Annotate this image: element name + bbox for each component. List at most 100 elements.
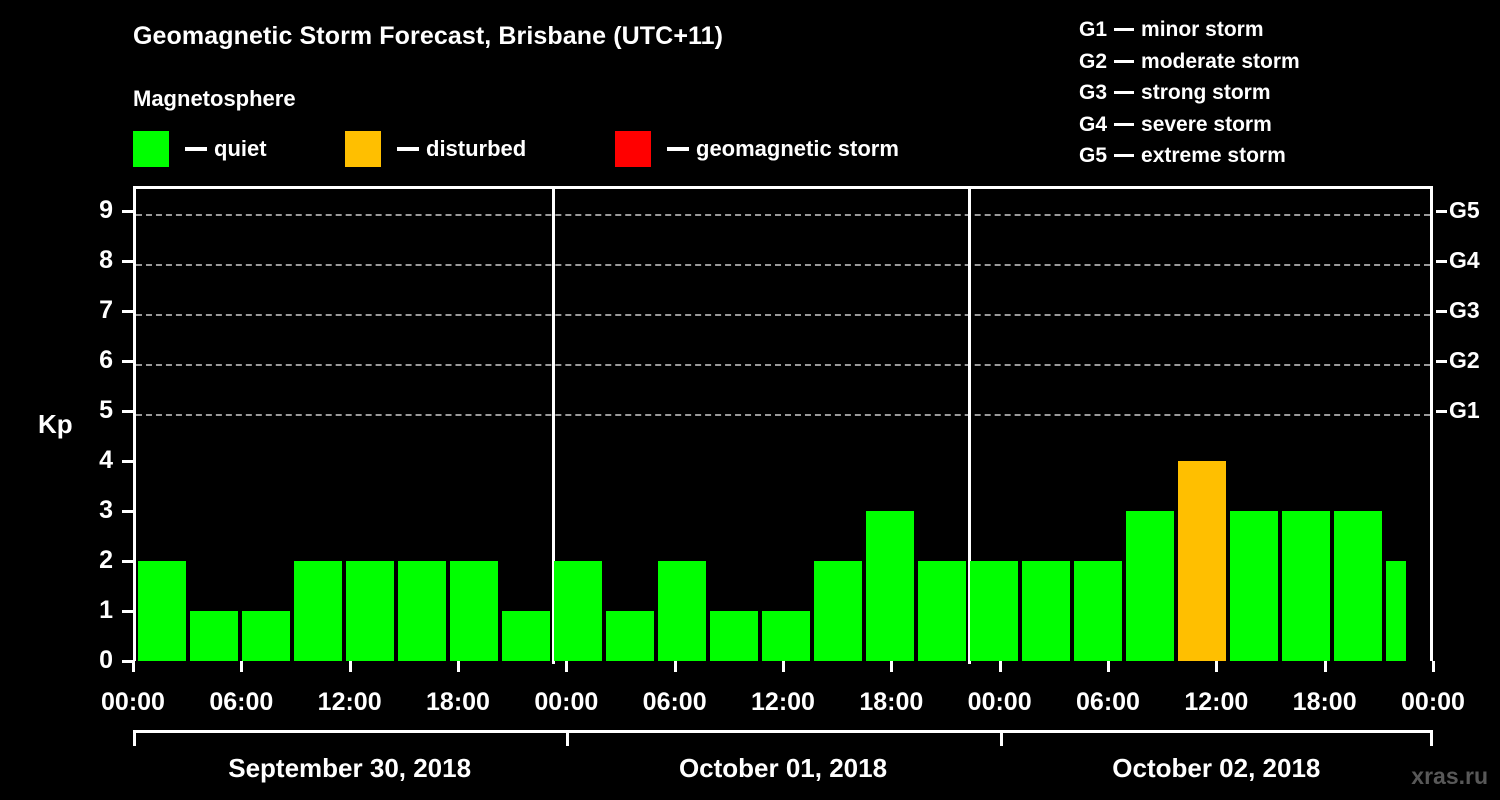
g-legend-description: severe storm (1141, 112, 1272, 136)
day-brackets (133, 730, 1433, 746)
y-tick-label-4: 4 (99, 446, 113, 474)
gridline-kp-9 (136, 214, 1430, 216)
bar (1126, 511, 1174, 661)
x-tick-label-2: 12:00 (317, 688, 382, 716)
bar (606, 611, 654, 661)
y-tick-label-7: 7 (99, 296, 113, 324)
bar (1178, 461, 1226, 661)
g-tick-mark-g3 (1436, 310, 1447, 313)
y-tick-mark-2 (122, 560, 133, 563)
bar (138, 561, 186, 661)
g-legend-dash-icon (1114, 59, 1135, 63)
g-tick-label-g1: G1 (1449, 397, 1480, 423)
gridline-kp-6 (136, 364, 1430, 366)
y-tick-mark-5 (122, 410, 133, 413)
g-legend-code: G5 (1079, 144, 1108, 168)
y-axis-title: Kp (38, 409, 73, 439)
x-tick-mark-3 (457, 661, 460, 672)
y-tick-mark-8 (122, 260, 133, 263)
x-tick-mark-5 (673, 661, 677, 672)
x-tick-mark-8 (998, 661, 1002, 672)
y-tick-mark-1 (122, 610, 133, 613)
y-tick-mark-3 (122, 510, 133, 513)
y-tick-label-1: 1 (99, 596, 113, 624)
legend-label: quiet (214, 136, 267, 161)
g-scale-legend: G1 minor storm G2 moderate storm G3 strong st… (1079, 14, 1300, 172)
x-tick-label-11: 18:00 (1292, 688, 1357, 716)
legend-swatch-quiet (133, 131, 169, 167)
g-legend-code: G1 (1079, 18, 1108, 42)
y-tick-mark-6 (122, 360, 133, 363)
legend-entry-geomagnetic-storm: geomagnetic storm (615, 131, 899, 167)
g-legend-code: G3 (1079, 81, 1108, 105)
bracket-tick-1 (566, 730, 570, 746)
g-legend-dash-icon (1114, 91, 1135, 95)
x-tick-mark-4 (565, 661, 569, 672)
magnetosphere-section-label: Magnetosphere (133, 86, 296, 111)
day-label-3: October 02, 2018 (1112, 753, 1321, 783)
x-tick-label-5: 06:00 (642, 688, 707, 716)
legend-entry-disturbed: disturbed (345, 131, 526, 167)
g-tick-label-g5: G5 (1449, 197, 1480, 223)
day-label-2: October 01, 2018 (678, 753, 888, 783)
bar (762, 611, 810, 661)
x-tick-label-12: 00:00 (1401, 688, 1465, 716)
bar (918, 561, 966, 661)
bar-series (136, 189, 1430, 661)
x-tick-mark-1 (240, 661, 244, 672)
gridline-kp-7 (136, 314, 1430, 316)
y-tick-label-0: 0 (99, 646, 113, 674)
y-tick-mark-0 (122, 660, 133, 663)
x-tick-mark-11 (1323, 661, 1327, 672)
x-tick-mark-12 (1432, 661, 1435, 672)
bar (1386, 561, 1407, 661)
g-legend-description: strong storm (1141, 81, 1271, 105)
bracket-tick-3 (1430, 730, 1433, 746)
bar (814, 561, 862, 661)
x-tick-label-9: 06:00 (1076, 688, 1140, 716)
x-tick-mark-10 (1215, 661, 1219, 672)
day-separator-2 (968, 189, 971, 664)
bracket-tick-2 (999, 730, 1003, 746)
plot-frame (133, 186, 1433, 664)
g-tick-label-g4: G4 (1449, 247, 1480, 273)
x-tick-label-0: 00:00 (101, 688, 165, 716)
x-tick-mark-6 (782, 661, 785, 672)
bar (658, 561, 706, 661)
legend-dash-icon (185, 147, 207, 151)
x-tick-mark-9 (1107, 661, 1110, 672)
x-tick-mark-7 (890, 661, 894, 672)
x-tick-mark-0 (132, 661, 135, 672)
y-tick-label-8: 8 (99, 246, 113, 274)
page-title: Geomagnetic Storm Forecast, Brisbane (UT… (133, 22, 724, 50)
x-tick-mark-2 (348, 661, 352, 672)
g-legend-dash-icon (1114, 122, 1135, 126)
y-tick-mark-7 (122, 310, 133, 313)
bar (294, 561, 342, 661)
x-tick-label-10: 12:00 (1184, 688, 1249, 716)
g-tick-label-g3: G3 (1449, 297, 1480, 323)
day-separator-1 (552, 189, 555, 664)
g-legend-code: G4 (1079, 112, 1108, 136)
bar (1022, 561, 1070, 661)
g-tick-mark-g5 (1436, 210, 1447, 213)
x-tick-label-1: 06:00 (209, 688, 274, 716)
x-tick-label-7: 18:00 (859, 688, 924, 716)
bar (398, 561, 446, 661)
bar (450, 561, 498, 661)
g-legend-description: moderate storm (1141, 49, 1300, 73)
bar (190, 611, 238, 661)
bar (866, 511, 914, 661)
y-tick-label-2: 2 (99, 546, 113, 574)
plot-area (136, 189, 1430, 664)
g-legend-description: minor storm (1141, 18, 1264, 42)
g-legend-code: G2 (1079, 49, 1108, 73)
legend-label: geomagnetic storm (696, 136, 899, 161)
bar (554, 561, 602, 661)
y-tick-mark-4 (122, 460, 133, 463)
g-legend-row-g1: G1 minor storm (1079, 14, 1300, 46)
g-legend-row-g2: G2 moderate storm (1079, 46, 1300, 78)
gridline-kp-5 (136, 414, 1430, 416)
x-tick-label-8: 00:00 (967, 688, 1032, 716)
y-tick-label-6: 6 (99, 346, 113, 374)
